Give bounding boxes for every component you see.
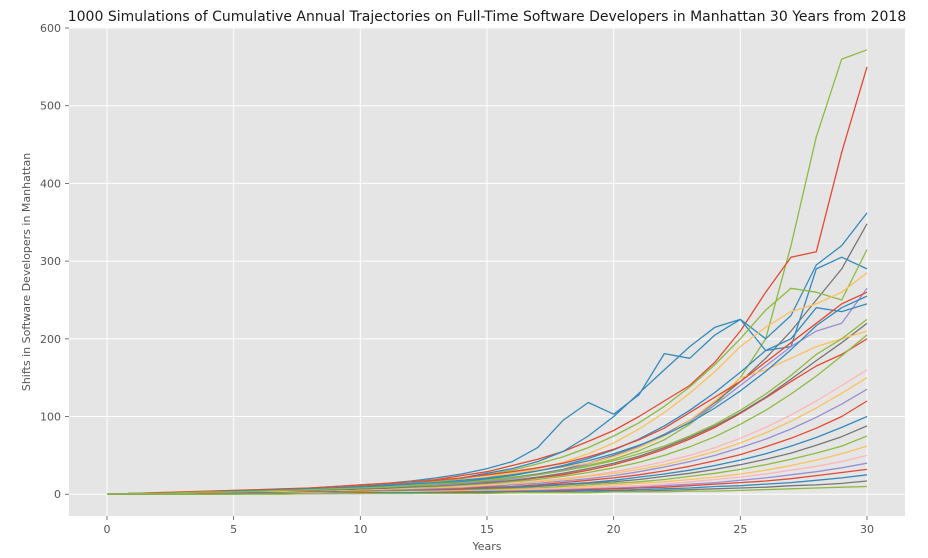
simulation-line (106, 291, 868, 495)
y-tick-label: 200 (40, 333, 61, 346)
series-layer (106, 49, 868, 495)
x-tick-label: 25 (733, 523, 747, 536)
simulation-line (106, 318, 868, 495)
x-tick-label: 20 (607, 523, 621, 536)
x-tick-label: 5 (230, 523, 237, 536)
simulation-line (107, 485, 868, 495)
y-tick-label: 500 (40, 100, 61, 113)
x-tick-label: 15 (480, 523, 494, 536)
simulation-line (107, 474, 868, 495)
y-tick-label: 0 (54, 488, 61, 501)
chart-title: 1000 Simulations of Cumulative Annual Tr… (68, 9, 907, 25)
y-tick-label: 600 (40, 22, 61, 35)
x-tick-label: 30 (860, 523, 874, 536)
simulation-line (107, 400, 868, 495)
x-tick-label: 10 (353, 523, 367, 536)
y-tick-label: 400 (40, 177, 61, 190)
y-tick-label: 100 (40, 411, 61, 424)
y-axis-label: Shifts in Software Developers in Manhatt… (20, 153, 33, 391)
x-tick-label: 0 (104, 523, 111, 536)
simulation-line (106, 295, 868, 495)
x-axis-label: Years (471, 540, 501, 553)
y-tick-label: 300 (40, 255, 61, 268)
